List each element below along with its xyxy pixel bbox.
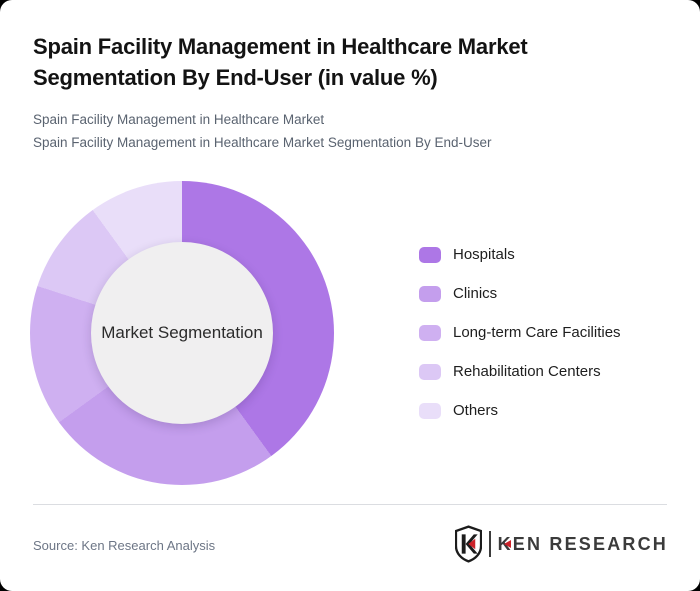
page-title: Spain Facility Management in Healthcare … xyxy=(33,34,528,90)
source-text: Source: Ken Research Analysis xyxy=(33,538,216,553)
brand-wordmark: KEN RESEARCH xyxy=(498,534,668,555)
legend-item-rehabilitation-centers[interactable]: Rehabilitation Centers xyxy=(419,363,621,380)
legend-label: Others xyxy=(453,402,499,419)
logo-separator xyxy=(488,531,491,557)
legend-swatch xyxy=(419,402,441,419)
legend-swatch xyxy=(419,324,441,341)
legend-swatch xyxy=(419,246,441,263)
donut-hole: Market Segmentation xyxy=(91,242,273,424)
legend-item-hospitals[interactable]: Hospitals xyxy=(419,246,621,263)
chart-subtitles: Spain Facility Management in Healthcare … xyxy=(33,108,653,154)
legend-swatch xyxy=(419,363,441,380)
shield-k-icon xyxy=(454,525,482,563)
chart-legend: Hospitals Clinics Long-term Care Facilit… xyxy=(419,246,621,441)
legend-item-long-term-care-facilities[interactable]: Long-term Care Facilities xyxy=(419,324,621,341)
legend-item-clinics[interactable]: Clinics xyxy=(419,285,621,302)
legend-item-others[interactable]: Others xyxy=(419,402,621,419)
brand-text: KEN RESEARCH xyxy=(497,533,668,554)
legend-label: Rehabilitation Centers xyxy=(453,363,601,380)
subtitle-line-2: Spain Facility Management in Healthcare … xyxy=(33,135,492,150)
legend-label: Clinics xyxy=(453,285,498,302)
donut-chart: Market Segmentation xyxy=(30,181,334,485)
legend-label: Long-term Care Facilities xyxy=(453,324,621,341)
legend-label: Hospitals xyxy=(453,246,515,263)
donut-center-label: Market Segmentation xyxy=(101,323,263,342)
legend-swatch xyxy=(419,285,441,302)
brand-k-triangle-icon xyxy=(503,539,511,548)
subtitle-line-1: Spain Facility Management in Healthcare … xyxy=(33,112,325,127)
ken-research-logo: KEN RESEARCH xyxy=(454,525,668,563)
footer-divider xyxy=(33,504,667,505)
